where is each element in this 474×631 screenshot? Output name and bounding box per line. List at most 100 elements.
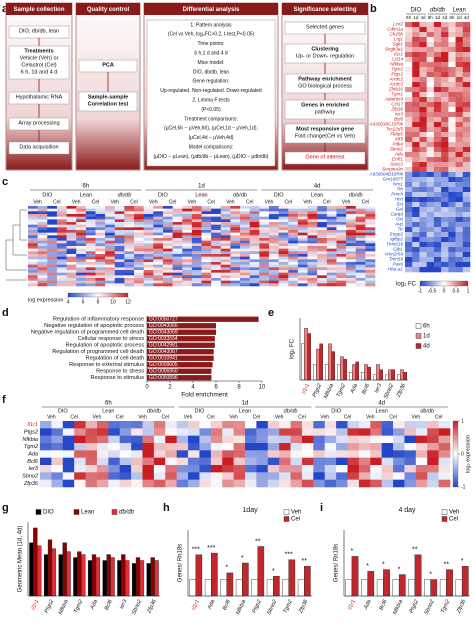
bar	[288, 559, 296, 597]
heatmap-cell	[74, 479, 86, 488]
heatmap-cell	[230, 246, 241, 249]
heatmap-cell	[85, 238, 96, 241]
heatmap-cell	[426, 202, 435, 208]
heatmap-cell	[56, 235, 67, 239]
heatmap-cell	[47, 240, 58, 244]
heatmap-cell	[105, 211, 116, 215]
heatmap-cell	[95, 259, 106, 263]
heatmap-cell	[188, 421, 200, 429]
heatmap-cell	[455, 127, 464, 133]
heatmap-cell	[56, 272, 67, 276]
heatmap-cell	[153, 254, 164, 257]
heatmap-cell	[405, 217, 413, 223]
heatmap-cell	[259, 280, 270, 284]
heatmap-cell	[326, 208, 337, 212]
heatmap-cell	[279, 465, 291, 473]
heatmap-cell	[240, 270, 250, 273]
heatmap-cell	[66, 232, 77, 236]
time-label: 1d	[242, 401, 249, 407]
heatmap-cell	[419, 127, 427, 133]
flow-text: 6 h, 1d and 4 d	[21, 69, 58, 75]
heatmap-cell	[462, 147, 471, 153]
bar	[367, 366, 372, 381]
heatmap-cell	[365, 251, 376, 255]
heatmap-cell	[346, 278, 357, 281]
x-tick-label: Ptgs2	[409, 599, 420, 614]
annotation: *	[366, 563, 369, 570]
heatmap-cell	[211, 222, 222, 225]
heatmap-cell	[419, 87, 427, 93]
heatmap-cell	[267, 435, 280, 444]
heatmap-cell	[455, 122, 464, 128]
heatmap-cell	[365, 206, 376, 209]
flow-text: Correlation test	[88, 101, 129, 107]
heatmap-cell	[462, 82, 471, 88]
heatmap-cell	[426, 247, 435, 253]
time-label: 6h	[406, 15, 412, 20]
heatmap-cell	[412, 192, 420, 198]
heatmap-cell	[95, 280, 106, 284]
heatmap-cell	[240, 238, 250, 241]
heatmap-cell	[462, 222, 471, 228]
annotation: *	[225, 565, 228, 572]
heatmap-cell	[365, 264, 376, 268]
heatmap-cell	[405, 237, 413, 243]
heatmap-cell	[134, 243, 144, 247]
heatmap-cell	[317, 256, 328, 260]
heatmap-cell	[240, 246, 250, 249]
x-tick-label: Tgm2	[440, 599, 451, 614]
heatmap-cell	[419, 177, 427, 183]
heatmap-cell	[355, 254, 366, 257]
heatmap-cell	[211, 246, 222, 249]
heatmap-cell	[256, 428, 269, 436]
heatmap-cell	[404, 421, 417, 429]
heatmap-cell	[307, 206, 318, 209]
treatment-label: Veh	[110, 199, 119, 205]
heatmap-cell	[182, 248, 193, 252]
heatmap-cell	[114, 278, 125, 281]
heatmap-cell	[288, 230, 299, 233]
heatmap-cell	[245, 435, 257, 444]
heatmap-cell	[355, 222, 366, 225]
heatmap-cell	[405, 202, 413, 208]
heatmap-cell	[182, 246, 193, 249]
x-tick-label: Ptgs2	[251, 599, 262, 614]
heatmap-cell	[191, 259, 202, 263]
heatmap-cell	[307, 283, 318, 287]
heatmap-cell	[441, 227, 449, 233]
heatmap-cell	[220, 243, 231, 247]
heatmap-cell	[307, 256, 318, 260]
heatmap-cell	[268, 248, 279, 252]
heatmap-cell	[404, 443, 417, 451]
heatmap-cell	[201, 259, 212, 263]
heatmap-cell	[105, 238, 116, 241]
heatmap-cell	[259, 270, 270, 273]
x-tick-label: Tgm2	[73, 599, 84, 614]
heatmap-cell	[365, 243, 376, 247]
heatmap-cell	[119, 435, 132, 444]
heatmap-cell	[134, 283, 144, 287]
heatmap-cell	[419, 72, 427, 78]
heatmap-cell	[172, 259, 183, 263]
heatmap-cell	[462, 122, 471, 128]
heatmap-cell	[28, 214, 38, 217]
heatmap-cell	[433, 172, 442, 178]
heatmap-cell	[297, 243, 308, 247]
heatmap-cell	[426, 262, 435, 268]
treatment-label: Cel	[435, 414, 443, 420]
legend-swatch	[441, 509, 448, 515]
heatmap-cell	[153, 283, 164, 287]
heatmap-cell	[405, 192, 413, 198]
heatmap-cell	[114, 280, 125, 284]
flow-text: Clustering	[311, 46, 338, 52]
heatmap-cell	[324, 450, 337, 458]
heatmap-cell	[462, 67, 471, 73]
heatmap-cell	[28, 256, 38, 260]
heatmap-cell	[182, 256, 193, 260]
heatmap-cell	[76, 259, 87, 263]
gene-label: Cdkn1a	[387, 27, 403, 32]
heatmap-cell	[249, 232, 260, 236]
heatmap-cell	[405, 197, 413, 203]
bar-label: GO:0009605	[149, 362, 178, 368]
heatmap-cell	[448, 217, 456, 223]
